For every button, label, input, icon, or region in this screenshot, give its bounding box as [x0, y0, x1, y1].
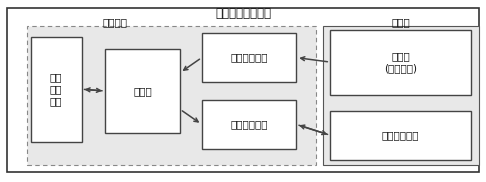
Bar — [31, 37, 82, 142]
Bar — [202, 33, 296, 82]
Bar — [330, 111, 471, 160]
Text: 处理器: 处理器 — [133, 86, 152, 96]
Bar — [27, 26, 316, 165]
Text: 电子锁
(备用钥匙): 电子锁 (备用钥匙) — [384, 51, 417, 73]
Text: 驱动控制模块: 驱动控制模块 — [230, 119, 268, 129]
Text: 无线
收发
模块: 无线 收发 模块 — [50, 72, 62, 107]
Text: 无线芯片: 无线芯片 — [102, 17, 127, 27]
Text: 机械锁: 机械锁 — [391, 17, 410, 27]
Text: 状态采集模块: 状态采集模块 — [230, 53, 268, 63]
Text: 保险箱无线电子锁: 保险箱无线电子锁 — [215, 7, 271, 20]
Text: 电机带动插销: 电机带动插销 — [382, 130, 419, 140]
Bar — [105, 50, 180, 132]
Bar — [323, 26, 479, 165]
Bar — [330, 30, 471, 95]
Bar — [202, 100, 296, 149]
